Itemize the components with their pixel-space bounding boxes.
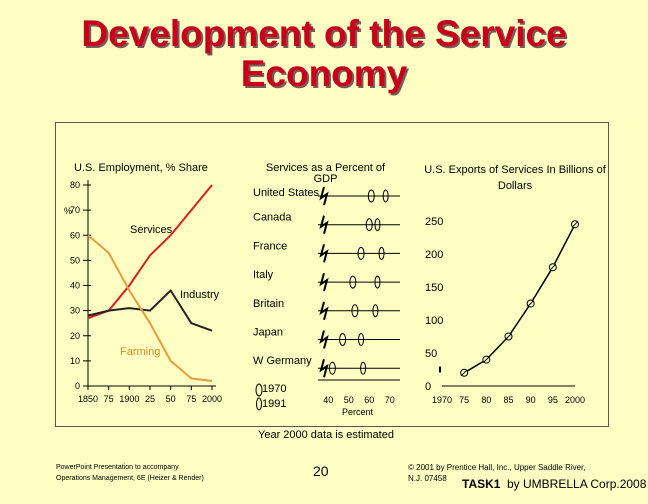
employment-y-tick-label: 70 <box>70 205 80 215</box>
employment-y-tick-label: 0 <box>75 381 80 391</box>
employment-series-line-industry <box>87 288 213 332</box>
gdp-x-tick-label: 60 <box>364 395 374 405</box>
gdp-axis-break <box>319 244 329 263</box>
task-label: TASK1 <box>462 477 501 491</box>
exports-x-tick-label: 1970 <box>432 395 452 405</box>
gdp-x-tick-label: 70 <box>385 395 395 405</box>
footer-left-line2: Operations Management, 6E (Heizer & Rend… <box>56 475 204 482</box>
exports-x-tick-label: 2000 <box>565 395 585 405</box>
footer-right-line2: N.J. 07458 <box>408 474 447 483</box>
exports-y-tick-label: 100 <box>425 315 443 327</box>
gdp-point-1991 <box>360 361 367 375</box>
gdp-point-1991 <box>378 246 385 260</box>
employment-y-tick-label: 30 <box>70 306 80 316</box>
employment-y-tick-label: 20 <box>70 331 80 341</box>
exports-x-tick-label: 85 <box>503 395 513 405</box>
gdp-point-1970 <box>351 304 359 318</box>
employment-y-tick-label: 80 <box>70 180 80 190</box>
employment-series-line-farming <box>87 234 213 382</box>
gdp-country-label: Japan <box>253 327 283 339</box>
footer-right-line1: © 2001 by Prentice Hall, Inc., Upper Sad… <box>408 463 586 472</box>
gdp-country-label: Canada <box>253 212 292 224</box>
exports-point-slash <box>482 356 490 363</box>
exports-x-tick-label: 95 <box>548 395 558 405</box>
y-unit-label: % <box>64 206 73 216</box>
employment-y-tick-label: 10 <box>70 356 80 366</box>
slide-title-line2: Economy <box>240 53 408 94</box>
exports-x-tick-label: 90 <box>526 395 536 405</box>
gdp-point-1970 <box>365 218 373 232</box>
exports-x-tick-label: 75 <box>459 395 469 405</box>
legend-marker-1970 <box>255 383 263 397</box>
gdp-point-1970 <box>339 333 347 346</box>
gdp-x-axis-label: Percent <box>342 407 374 417</box>
gdp-point-1991 <box>374 275 381 289</box>
gdp-point-1970 <box>328 361 336 375</box>
exports-y-tick-label: 0 <box>425 381 431 393</box>
gdp-point-1991 <box>382 189 389 203</box>
series-label-industry: Industry <box>180 289 220 301</box>
gdp-country-label: Italy <box>253 269 274 281</box>
gdp-axis-break <box>319 215 329 234</box>
page-number: 20 <box>313 463 329 479</box>
series-label-farming: Farming <box>120 346 161 358</box>
exports-chart-title: U.S. Exports of Services In Billions of … <box>424 164 606 192</box>
gdp-x-tick-label: 50 <box>344 395 354 405</box>
exports-point-slash <box>527 300 535 307</box>
exports-point-slash <box>571 220 579 228</box>
estimate-note: Year 2000 data is estimated <box>258 429 394 441</box>
exports-y-tick-label: 150 <box>425 282 443 294</box>
employment-x-tick-label: 75 <box>186 394 196 404</box>
employment-chart-title: U.S. Employment, % Share <box>74 162 208 174</box>
exports-y-tick-label: 250 <box>425 216 443 228</box>
exports-point-slash <box>505 333 512 340</box>
gdp-point-1970 <box>357 246 365 260</box>
gdp-country-label: W Germany <box>253 355 312 367</box>
gdp-point-1970 <box>349 275 357 289</box>
employment-x-tick-label: 1850 <box>78 394 98 404</box>
employment-x-tick-label: 1900 <box>119 394 139 404</box>
gdp-country-label: Britain <box>253 298 284 310</box>
gdp-point-1970 <box>367 189 375 203</box>
gdp-axis-break <box>319 186 329 206</box>
gdp-point-1991 <box>372 304 379 318</box>
exports-y-tick-label: 200 <box>425 249 443 261</box>
gdp-x-tick-label: 40 <box>323 395 333 405</box>
gdp-axis-break <box>319 358 329 378</box>
exports-point-slash <box>549 263 557 271</box>
employment-y-tick-label: 60 <box>70 230 80 240</box>
employment-x-tick-label: 50 <box>166 394 176 404</box>
chart-frame <box>55 122 609 427</box>
employment-x-tick-label: 2000 <box>202 394 222 404</box>
footer-left-line1: PowerPoint Presentation to accompany <box>56 464 179 471</box>
gdp-axis-break <box>319 330 329 349</box>
exports-y-tick-label: 50 <box>425 348 437 360</box>
legend-1991: 1991 <box>262 398 287 410</box>
exports-point-slash <box>460 369 468 377</box>
series-label-services: Services <box>130 224 173 236</box>
gdp-point-1991 <box>374 218 381 232</box>
employment-x-tick-label: 25 <box>145 394 155 404</box>
employment-y-tick-label: 40 <box>70 281 80 291</box>
employment-x-tick-label: 75 <box>104 394 114 404</box>
gdp-axis-break <box>319 301 329 321</box>
credit-text: by UMBRELLA Corp.2008 <box>507 477 647 491</box>
gdp-point-1991 <box>358 333 365 346</box>
exports-series-line <box>463 223 576 374</box>
slide-title-line1: Development of the Service <box>81 13 567 54</box>
gdp-country-label: France <box>253 240 287 252</box>
gdp-axis-break <box>319 272 329 292</box>
legend-marker-1991 <box>256 397 262 411</box>
employment-y-tick-label: 50 <box>70 255 80 265</box>
gdp-chart-title: Services as a Percent of GDP <box>265 162 386 185</box>
legend-1970: 1970 <box>262 383 287 395</box>
gdp-country-label: United States <box>253 187 320 199</box>
exports-x-tick-label: 80 <box>481 395 491 405</box>
